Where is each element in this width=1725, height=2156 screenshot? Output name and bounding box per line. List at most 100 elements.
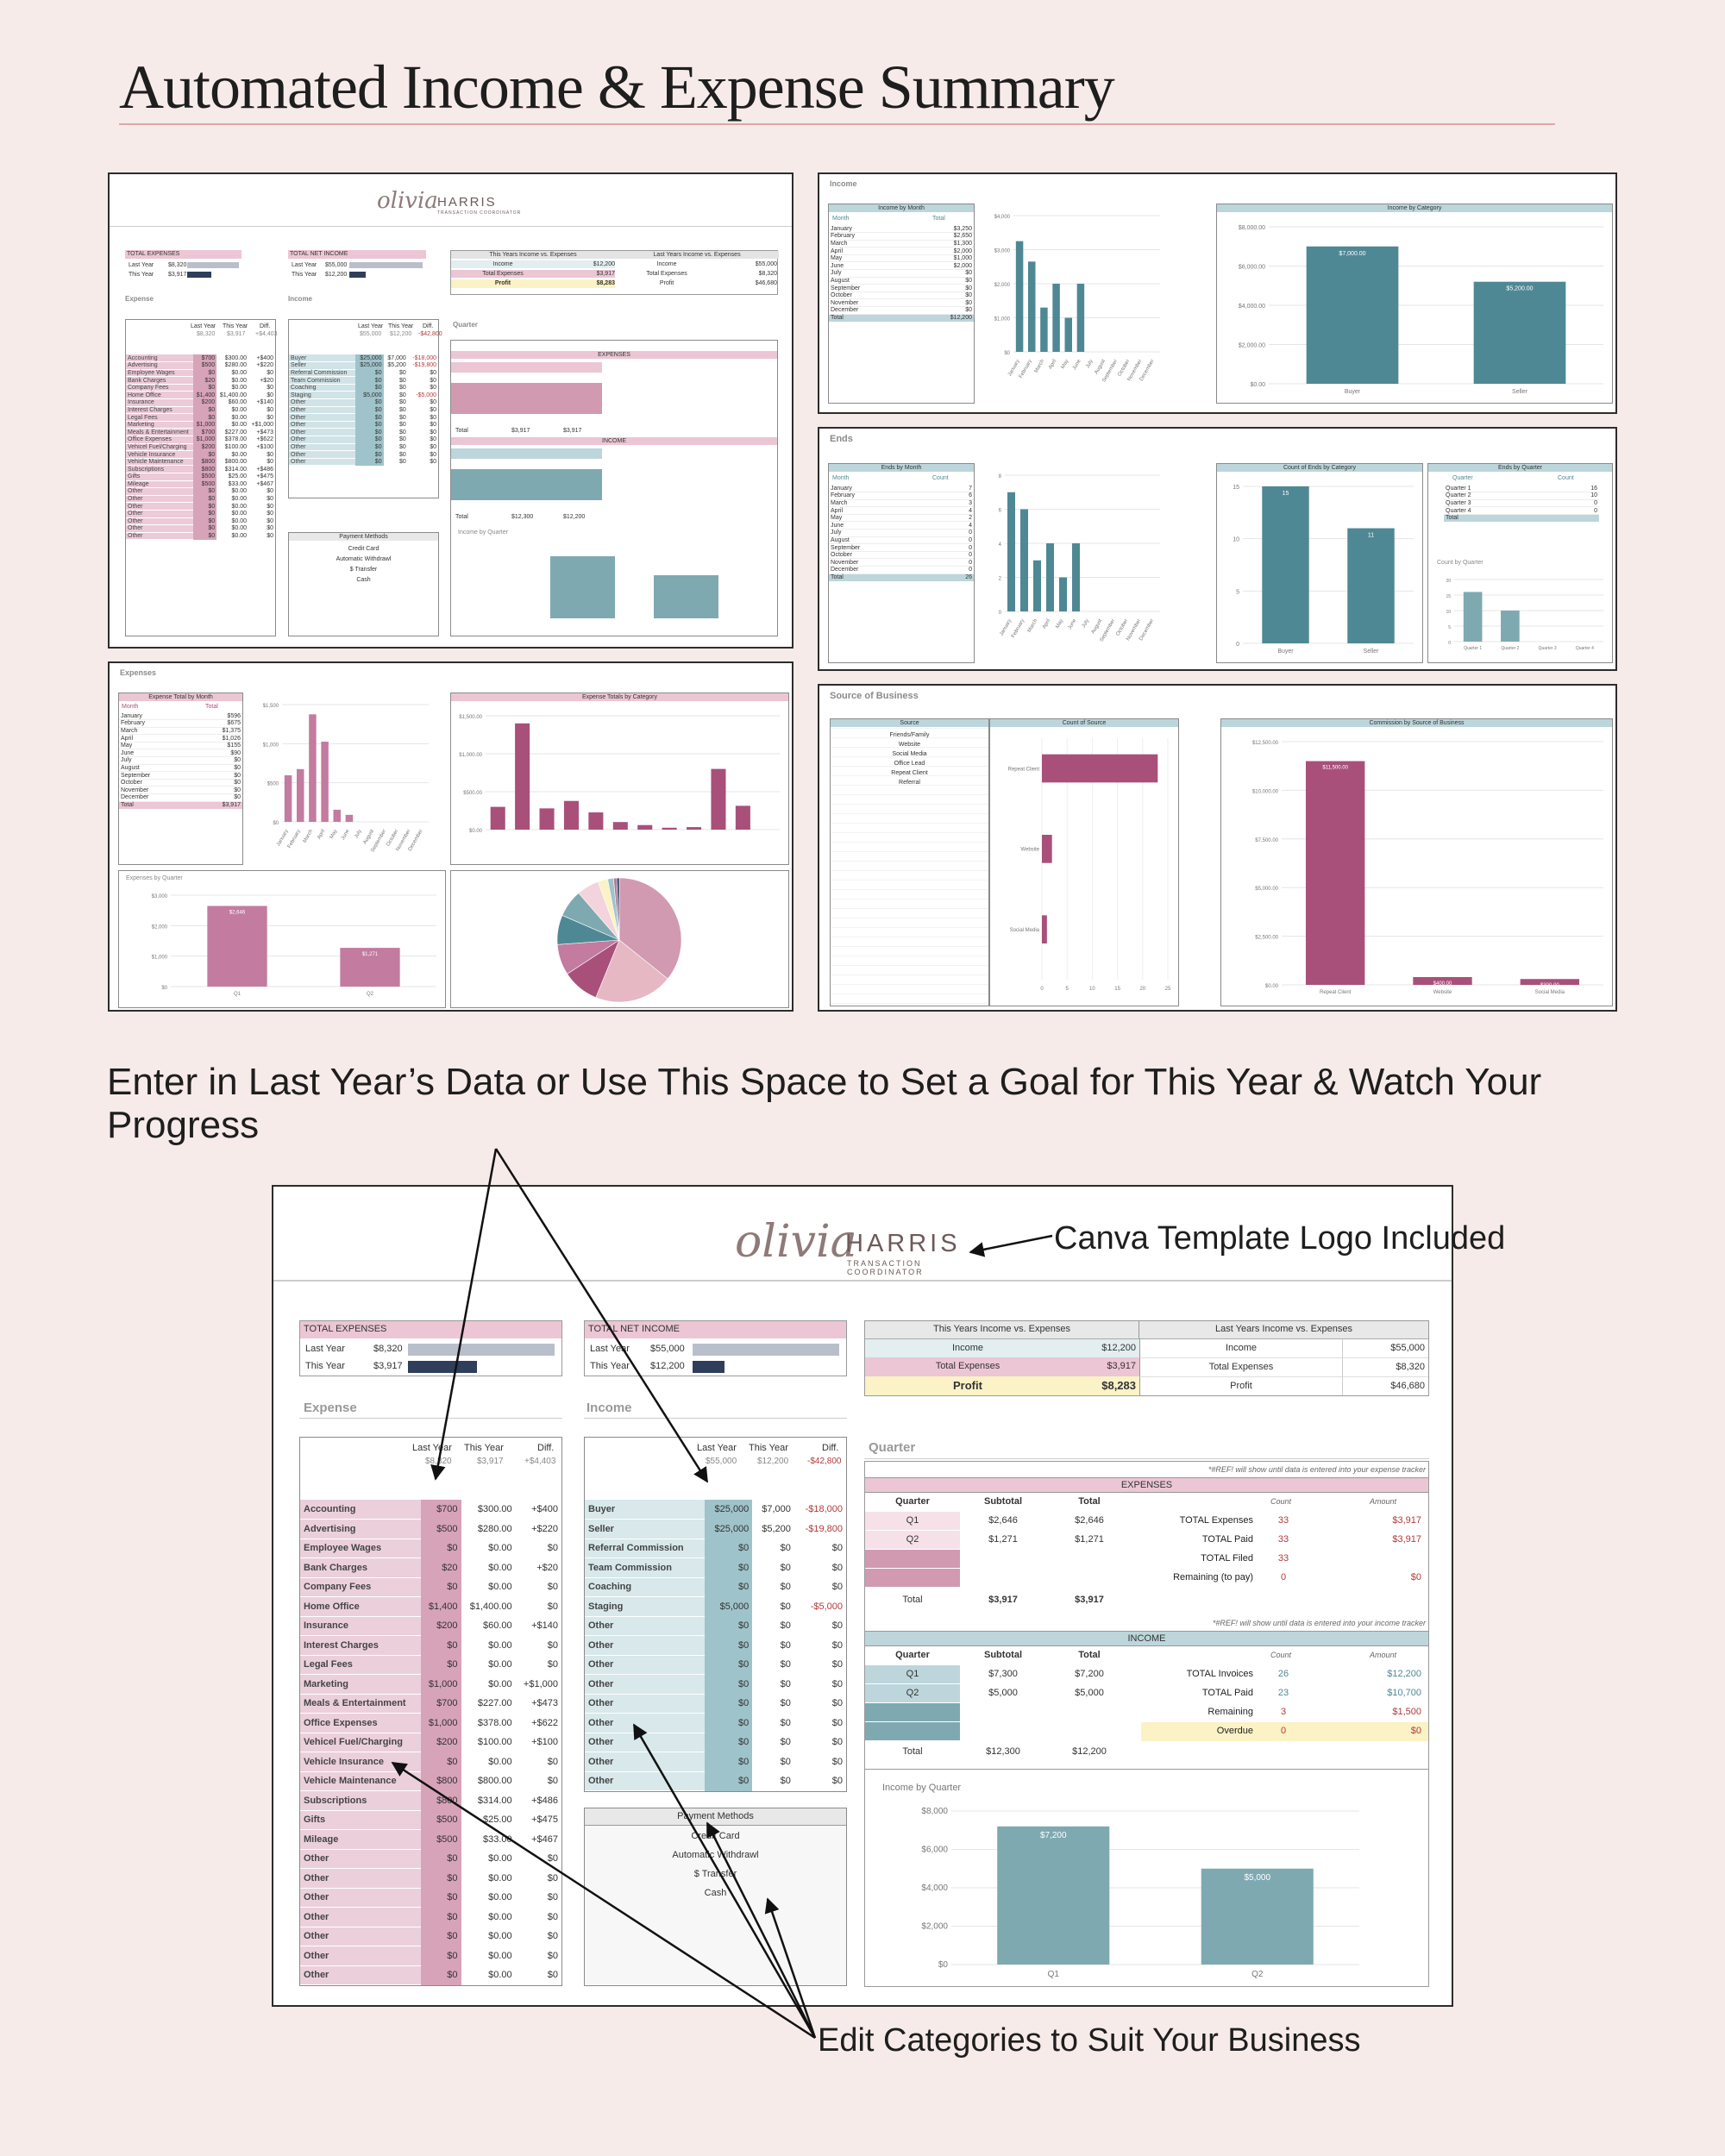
table-row[interactable]: Mileage $500 $33.00 +$467 xyxy=(300,1829,561,1850)
table-row[interactable]: Other $0 $0.00 $0 xyxy=(300,1946,561,1966)
table-row[interactable]: Other $0 $0 $0 xyxy=(585,1635,846,1656)
table-row[interactable]: Referral Commission $0 $0 $0 xyxy=(289,369,438,378)
table-row[interactable]: Buyer $25,000 $7,000 -$18,000 xyxy=(585,1500,846,1520)
month-value: $0 xyxy=(965,277,972,284)
income-by-category-panel: Income by Category $0.00 $2,000.00 $4,000.… xyxy=(1216,204,1613,404)
table-row[interactable]: Advertising $500 $280.00 +$220 xyxy=(126,361,275,370)
table-row[interactable]: Mileage $500 $33.00 +$467 xyxy=(126,480,275,489)
table-row[interactable]: Other $0 $0.00 $0 xyxy=(126,487,275,496)
table-row[interactable]: Insurance $200 $60.00 +$140 xyxy=(126,398,275,407)
table-row[interactable]: Other $0 $0 $0 xyxy=(585,1694,846,1714)
table-row[interactable]: Other $0 $0 $0 xyxy=(585,1616,846,1636)
table-row[interactable]: Other $0 $0 $0 xyxy=(289,421,438,429)
table-row[interactable]: Marketing $1,000 $0.00 +$1,000 xyxy=(126,421,275,429)
table-row[interactable]: Other $0 $0 $0 xyxy=(585,1713,846,1733)
table-row[interactable]: Other $0 $0 $0 xyxy=(585,1771,846,1791)
table-row[interactable]: Other $0 $0 $0 xyxy=(585,1752,846,1772)
table-row[interactable]: Team Commission $0 $0 $0 xyxy=(289,376,438,385)
table-row[interactable]: Other $0 $0 $0 xyxy=(289,428,438,437)
table-row[interactable]: Bank Charges $20 $0.00 +$20 xyxy=(126,376,275,385)
table-row[interactable]: Coaching $0 $0 $0 xyxy=(289,384,438,392)
table-row[interactable]: Vehicel Fuel/Charging $200 $100.00 +$100 xyxy=(300,1733,561,1752)
table-row[interactable]: Insurance $200 $60.00 +$140 xyxy=(300,1616,561,1636)
y-tick-label: Repeat Client xyxy=(1008,767,1040,772)
table-row[interactable]: Accounting $700 $300.00 +$400 xyxy=(126,354,275,363)
payment-method-item[interactable]: Automatic Withdrawl xyxy=(672,1850,759,1860)
month-value: 10 xyxy=(1590,492,1597,499)
table-row[interactable]: Vehicle Insurance $0 $0.00 $0 xyxy=(300,1752,561,1772)
table-row[interactable]: Other $0 $0 $0 xyxy=(289,398,438,407)
table-row[interactable]: Other $0 $0 $0 xyxy=(585,1733,846,1752)
table-row[interactable]: Other $0 $0.00 $0 xyxy=(126,502,275,511)
table-row[interactable]: Company Fees $0 $0.00 $0 xyxy=(300,1577,561,1597)
table-row[interactable]: Team Commission $0 $0 $0 xyxy=(585,1557,846,1578)
table-row[interactable]: Seller $25,000 $5,200 -$19,800 xyxy=(289,361,438,370)
table-row[interactable]: Buyer $25,000 $7,000 -$18,000 xyxy=(289,354,438,363)
table-row[interactable]: Other $0 $0 $0 xyxy=(289,406,438,415)
table-row[interactable]: Other $0 $0.00 $0 xyxy=(126,510,275,518)
table-row[interactable]: Home Office $1,400 $1,400.00 $0 xyxy=(126,391,275,400)
table-row[interactable]: Office Expenses $1,000 $378.00 +$622 xyxy=(126,436,275,444)
table-row[interactable]: Meals & Entertainment $700 $227.00 +$473 xyxy=(126,428,275,437)
table-row[interactable]: Legal Fees $0 $0.00 $0 xyxy=(126,413,275,422)
table-row[interactable]: Other $0 $0.00 $0 xyxy=(300,1868,561,1889)
table-row[interactable]: Other $0 $0 $0 xyxy=(289,450,438,459)
table-row[interactable]: Other $0 $0.00 $0 xyxy=(300,1888,561,1908)
table-row[interactable]: Vehicle Maintenance $800 $800.00 $0 xyxy=(126,458,275,467)
bar xyxy=(662,827,677,830)
category-name: Staging xyxy=(585,1596,705,1617)
payment-method-item[interactable]: Cash xyxy=(704,1888,727,1898)
payment-method-item[interactable]: Credit Card xyxy=(691,1831,740,1841)
table-row[interactable]: Other $0 $0.00 $0 xyxy=(300,1907,561,1927)
table-row[interactable]: Advertising $500 $280.00 +$220 xyxy=(300,1519,561,1539)
table-row[interactable]: Referral Commission $0 $0 $0 xyxy=(585,1539,846,1558)
table-row[interactable]: Other $0 $0.00 $0 xyxy=(300,1849,561,1869)
table-row[interactable]: Interest Charges $0 $0.00 $0 xyxy=(126,406,275,415)
month-value: $155 xyxy=(227,743,241,749)
table-row[interactable]: Staging $5,000 $0 -$5,000 xyxy=(585,1596,846,1617)
table-row[interactable]: Subscriptions $800 $314.00 +$486 xyxy=(126,465,275,473)
table-row[interactable]: Other $0 $0.00 $0 xyxy=(300,1965,561,1985)
table-row[interactable]: Meals & Entertainment $700 $227.00 +$473 xyxy=(300,1694,561,1714)
table-row[interactable]: Vehicle Insurance $0 $0.00 $0 xyxy=(126,450,275,459)
table-row[interactable]: Office Expenses $1,000 $378.00 +$622 xyxy=(300,1713,561,1733)
table-row[interactable]: Other $0 $0.00 $0 xyxy=(126,524,275,533)
table-row[interactable]: Other $0 $0 $0 xyxy=(289,436,438,444)
table-row[interactable]: Seller $25,000 $5,200 -$19,800 xyxy=(585,1519,846,1539)
y-tick-label: $8,000 xyxy=(921,1807,948,1816)
table-row[interactable]: Other $0 $0 $0 xyxy=(289,458,438,467)
this-year-value: $33.00 xyxy=(216,480,249,488)
table-row[interactable]: Other $0 $0 $0 xyxy=(289,413,438,422)
table-row[interactable]: Other $0 $0.00 $0 xyxy=(126,517,275,526)
table-row[interactable]: Coaching $0 $0 $0 xyxy=(585,1577,846,1597)
last-year-value: $0 xyxy=(355,458,384,466)
quarter-label xyxy=(865,1703,960,1721)
table-row[interactable]: Other $0 $0.00 $0 xyxy=(126,495,275,504)
table-row[interactable]: Other $0 $0 $0 xyxy=(289,443,438,452)
table-row[interactable]: Other $0 $0 $0 xyxy=(585,1655,846,1675)
table-row[interactable]: Home Office $1,400 $1,400.00 $0 xyxy=(300,1596,561,1617)
last-year-value: $0 xyxy=(421,1655,461,1675)
table-row[interactable]: Employee Wages $0 $0.00 $0 xyxy=(126,369,275,378)
ends-by-category-chart: 0 5 10 15 15 Buyer 11 Seller xyxy=(1233,485,1414,655)
table-row[interactable]: Subscriptions $800 $314.00 +$486 xyxy=(300,1790,561,1811)
table-row[interactable]: Vehicle Maintenance $800 $800.00 $0 xyxy=(300,1771,561,1791)
table-row[interactable]: Accounting $700 $300.00 +$400 xyxy=(300,1500,561,1520)
table-row[interactable]: Marketing $1,000 $0.00 +$1,000 xyxy=(300,1674,561,1695)
table-row[interactable]: Gifts $500 $25.00 +$475 xyxy=(300,1810,561,1830)
table-row[interactable]: Vehicel Fuel/Charging $200 $100.00 +$100 xyxy=(126,443,275,452)
table-row[interactable]: Interest Charges $0 $0.00 $0 xyxy=(300,1635,561,1656)
table-row[interactable]: Other $0 $0 $0 xyxy=(585,1674,846,1695)
pie-slice xyxy=(595,939,668,1003)
table-row[interactable]: Other $0 $0.00 $0 xyxy=(300,1927,561,1946)
table-row[interactable]: Legal Fees $0 $0.00 $0 xyxy=(300,1655,561,1675)
category-name: Other xyxy=(289,406,356,415)
y-tick-label: $2,000 xyxy=(994,283,1011,288)
table-row[interactable]: Gifts $500 $25.00 +$475 xyxy=(126,473,275,481)
table-row[interactable]: Other $0 $0.00 $0 xyxy=(126,532,275,541)
table-row[interactable]: Staging $5,000 $0 -$5,000 xyxy=(289,391,438,400)
payment-method-item[interactable]: $ Transfer xyxy=(693,1869,737,1879)
table-row[interactable]: Bank Charges $20 $0.00 +$20 xyxy=(300,1557,561,1578)
table-row[interactable]: Company Fees $0 $0.00 $0 xyxy=(126,384,275,392)
table-row[interactable]: Employee Wages $0 $0.00 $0 xyxy=(300,1539,561,1558)
